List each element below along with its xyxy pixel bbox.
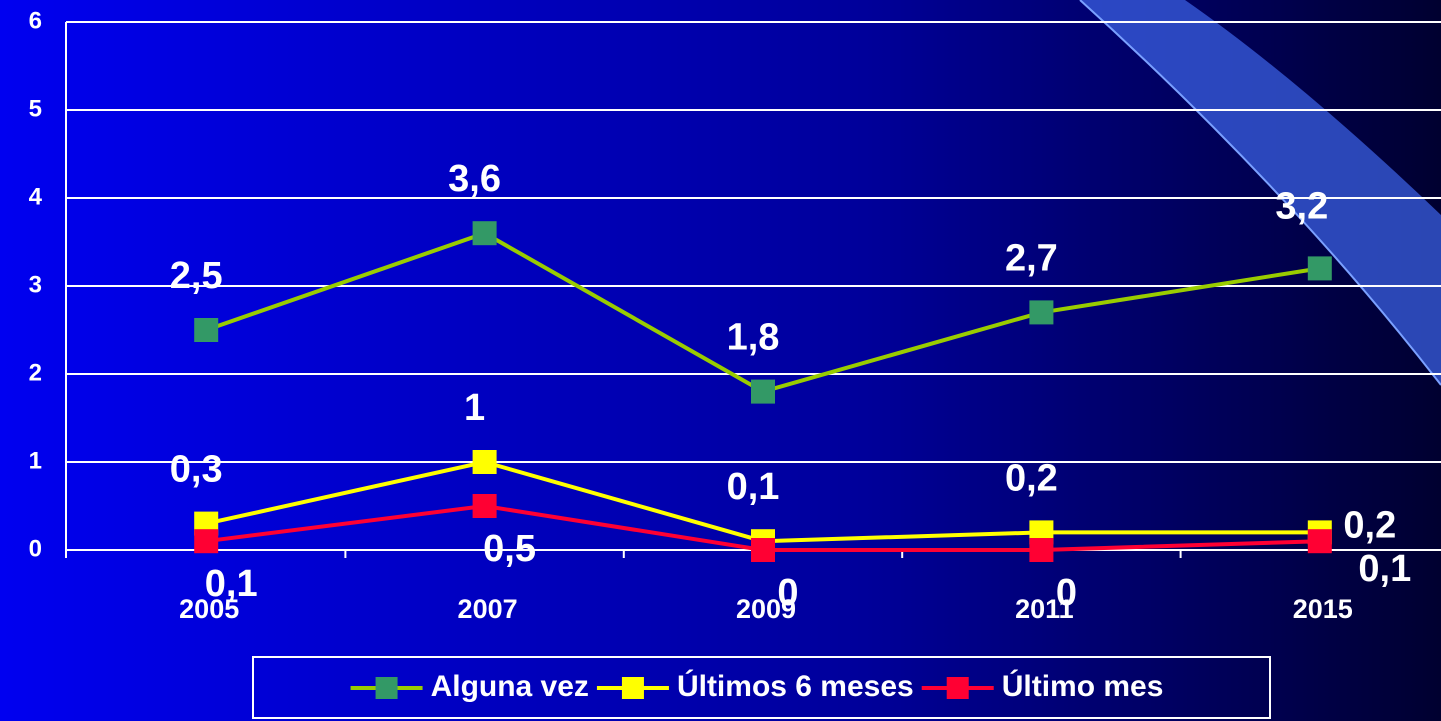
data-label: 0 bbox=[777, 572, 798, 614]
legend-label: Último mes bbox=[1002, 669, 1164, 703]
data-label: 0,5 bbox=[483, 528, 536, 570]
decoration-edge bbox=[1079, 0, 1441, 386]
marker bbox=[472, 221, 497, 246]
marker bbox=[194, 318, 219, 342]
y-tick-label: 3 bbox=[29, 271, 42, 298]
legend-marker bbox=[946, 677, 969, 699]
data-label: 0,1 bbox=[205, 563, 258, 605]
marker bbox=[1029, 300, 1054, 325]
y-tick-label: 4 bbox=[29, 183, 43, 210]
legend-marker bbox=[375, 677, 398, 699]
y-tick-label: 6 bbox=[29, 7, 42, 34]
x-tick-label: 2009 bbox=[736, 594, 796, 624]
y-tick-label: 2 bbox=[29, 359, 42, 386]
data-label: 2,7 bbox=[1005, 237, 1058, 279]
marker bbox=[472, 450, 497, 474]
marker bbox=[751, 379, 775, 404]
y-tick-label: 0 bbox=[29, 535, 42, 562]
data-label: 1,8 bbox=[727, 317, 780, 359]
x-tick-label: 2015 bbox=[1293, 594, 1353, 624]
decoration bbox=[1080, 0, 1441, 385]
data-label: 3,6 bbox=[448, 158, 501, 200]
marker bbox=[1307, 529, 1332, 554]
data-label: 1 bbox=[464, 387, 485, 429]
marker bbox=[194, 529, 219, 554]
data-label: 0,2 bbox=[1343, 504, 1396, 546]
data-label: 0,3 bbox=[170, 449, 223, 491]
legend-label: Últimos 6 meses bbox=[677, 669, 914, 703]
marker bbox=[751, 538, 775, 562]
legend-label: Alguna vez bbox=[431, 670, 589, 703]
y-tick-label: 5 bbox=[29, 95, 42, 122]
marker bbox=[1029, 538, 1054, 562]
legend-marker bbox=[621, 677, 644, 699]
marker bbox=[1307, 256, 1332, 281]
data-label: 3,2 bbox=[1275, 185, 1328, 227]
data-label: 0,1 bbox=[1358, 548, 1411, 590]
data-label: 0,1 bbox=[727, 466, 780, 508]
marker bbox=[472, 494, 497, 518]
x-tick-label: 2007 bbox=[458, 594, 518, 624]
legend-box bbox=[252, 656, 1271, 719]
y-tick-label: 1 bbox=[29, 447, 42, 474]
data-label: 2,5 bbox=[170, 255, 223, 297]
x-tick-label: 2011 bbox=[1015, 594, 1074, 624]
x-tick-label: 2005 bbox=[179, 594, 239, 624]
data-label: 0,2 bbox=[1005, 457, 1058, 499]
data-label: 0 bbox=[1056, 572, 1077, 614]
